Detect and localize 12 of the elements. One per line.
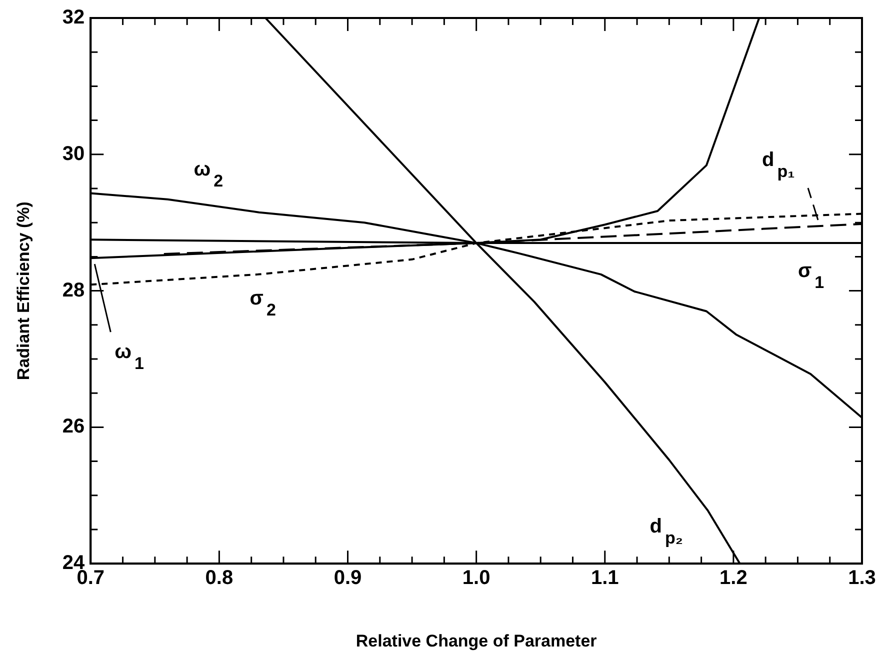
x-axis-title: Relative Change of Parameter [356, 631, 598, 650]
y-tick-label: 30 [62, 142, 85, 165]
x-tick-label: 1.0 [462, 567, 490, 590]
y-tick-label: 32 [62, 6, 85, 29]
x-tick-label: 1.3 [848, 567, 876, 590]
x-tick-label: 1.2 [720, 567, 748, 590]
y-axis-title: Radiant Efficiency (%) [14, 202, 33, 380]
y-tick-label: 26 [62, 416, 85, 438]
x-tick-label: 1.1 [590, 567, 619, 590]
x-tick-label: 0.9 [334, 567, 362, 590]
y-tick-label: 28 [62, 279, 85, 302]
x-tick-label: 0.8 [205, 567, 234, 590]
